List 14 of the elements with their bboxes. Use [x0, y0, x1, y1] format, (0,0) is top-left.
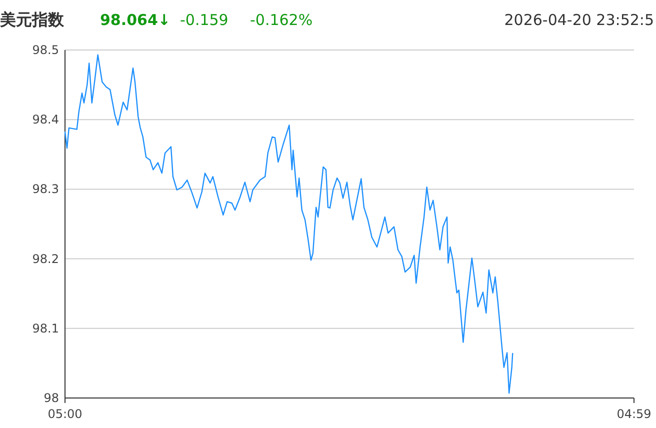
text: 98.064↓	[100, 11, 170, 29]
y-tick-label: 98.4	[32, 112, 59, 127]
line-series	[64, 54, 514, 394]
y-tick-label: 98.1	[32, 321, 59, 336]
chart-title: 美元指数	[0, 10, 65, 29]
text: -0.159	[180, 11, 228, 29]
x-tick-label: 05:00	[48, 407, 82, 421]
y-tick-label: 98	[44, 391, 59, 405]
y-tick-label: 98.3	[32, 182, 59, 196]
x-tick-label: 04:59	[616, 407, 652, 421]
text: 2026-04-20 23:52:5	[504, 11, 654, 29]
text: -0.162%	[250, 11, 313, 29]
y-tick-label: 98.5	[32, 43, 59, 57]
y-tick-label: 98.2	[32, 252, 59, 266]
